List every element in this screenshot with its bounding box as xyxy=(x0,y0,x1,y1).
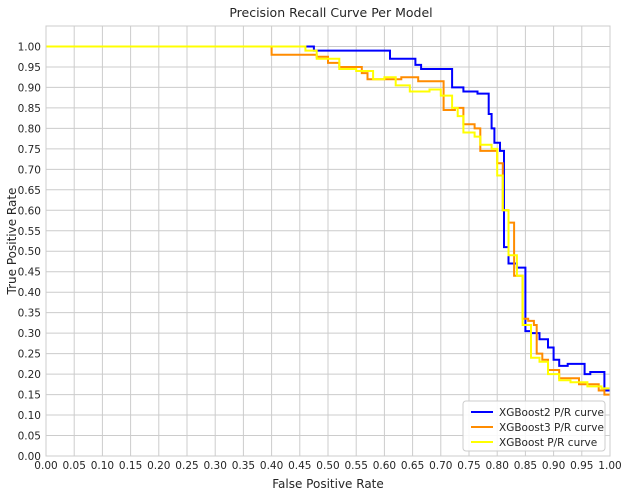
x-tick-label: 0.90 xyxy=(542,460,565,472)
plot-series xyxy=(46,45,610,396)
x-tick-label: 0.40 xyxy=(260,460,283,472)
chart-title: Precision Recall Curve Per Model xyxy=(229,5,432,20)
legend-label-1: XGBoost2 P/R curve xyxy=(499,407,604,419)
y-tick-label: 0.40 xyxy=(18,287,41,299)
y-tick-label: 0.55 xyxy=(18,226,41,238)
x-tick-label: 0.80 xyxy=(486,460,509,472)
x-tick-label: 0.10 xyxy=(91,460,114,472)
x-tick-label: 0.35 xyxy=(232,460,255,472)
x-tick-label: 0.60 xyxy=(373,460,396,472)
x-tick-label: 0.55 xyxy=(345,460,368,472)
y-tick-label: 0.45 xyxy=(18,267,41,279)
y-tick-label: 0.95 xyxy=(18,62,41,74)
y-tick-label: 0.30 xyxy=(18,328,41,340)
y-tick-label: 0.60 xyxy=(18,205,41,217)
x-axis-label: False Positive Rate xyxy=(272,477,384,491)
y-tick-label: 0.85 xyxy=(18,103,41,115)
x-tick-label: 0.70 xyxy=(429,460,452,472)
y-tick-label: 0.70 xyxy=(18,164,41,176)
series-line-1 xyxy=(46,45,610,392)
y-axis-ticks: 0.00 0.05 0.10 0.15 0.20 0.25 0.30 0.35 0.40 0.45… xyxy=(18,41,41,463)
y-tick-label: 0.80 xyxy=(18,123,41,135)
x-tick-label: 0.25 xyxy=(175,460,198,472)
x-axis-ticks: 0.00 0.05 0.10 0.15 0.20 0.25 0.30 0.35 0.40 0.45… xyxy=(34,460,621,472)
x-tick-label: 0.45 xyxy=(288,460,311,472)
x-tick-label: 0.05 xyxy=(63,460,86,472)
y-tick-label: 0.00 xyxy=(18,451,41,463)
grid-lines xyxy=(45,26,611,457)
y-tick-label: 0.65 xyxy=(18,185,41,197)
x-tick-label: 1.00 xyxy=(598,460,621,472)
x-tick-label: 0.65 xyxy=(401,460,424,472)
x-tick-label: 0.75 xyxy=(457,460,480,472)
x-tick-label: 0.85 xyxy=(514,460,537,472)
y-tick-label: 0.35 xyxy=(18,308,41,320)
y-axis-label: True Positive Rate xyxy=(5,188,19,296)
y-tick-label: 0.75 xyxy=(18,144,41,156)
y-tick-label: 0.15 xyxy=(18,390,41,402)
y-tick-label: 0.10 xyxy=(18,410,41,422)
legend-label-2: XGBoost3 P/R curve xyxy=(499,422,604,434)
y-tick-label: 0.90 xyxy=(18,82,41,94)
legend: XGBoost2 P/R curve XGBoost3 P/R curve XGBo… xyxy=(462,400,606,452)
series-line-3 xyxy=(46,45,610,390)
y-tick-label: 0.25 xyxy=(18,349,41,361)
y-tick-label: 0.50 xyxy=(18,246,41,258)
y-tick-label: 1.00 xyxy=(18,41,41,53)
y-tick-label: 0.05 xyxy=(18,431,41,443)
legend-label-3: XGBoost P/R curve xyxy=(499,437,597,449)
y-tick-label: 0.20 xyxy=(18,369,41,381)
x-tick-label: 0.95 xyxy=(570,460,593,472)
plot-frame xyxy=(45,25,611,457)
x-tick-label: 0.00 xyxy=(34,460,57,472)
x-tick-label: 0.50 xyxy=(316,460,339,472)
legend-box xyxy=(462,400,606,452)
x-tick-label: 0.20 xyxy=(147,460,170,472)
x-tick-label: 0.30 xyxy=(204,460,227,472)
x-tick-label: 0.15 xyxy=(119,460,142,472)
